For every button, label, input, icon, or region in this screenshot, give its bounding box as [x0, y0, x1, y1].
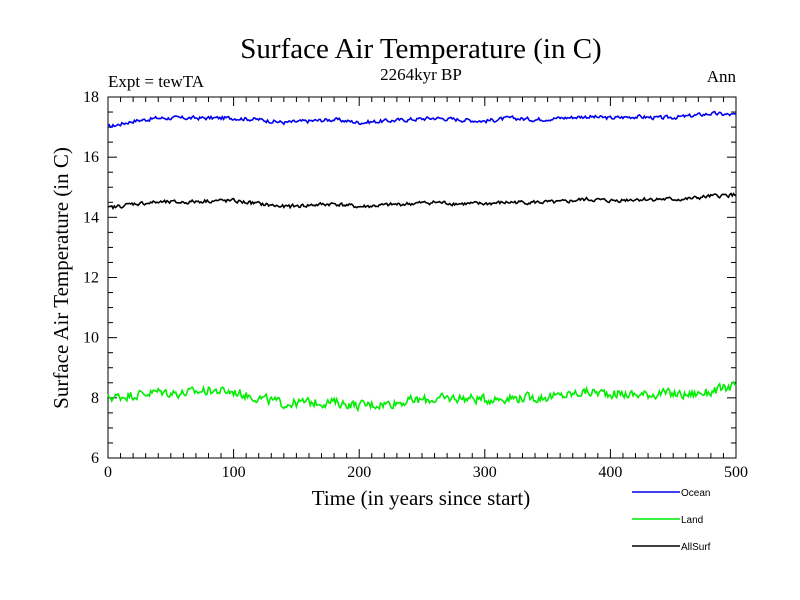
- y-tick-label: 6: [91, 450, 99, 467]
- chart-subtitle: 2264kyr BP: [380, 65, 462, 84]
- legend-label-ocean: Ocean: [681, 488, 710, 499]
- x-tick-label: 100: [222, 464, 246, 481]
- x-tick-label: 500: [724, 464, 748, 481]
- axis-tick-labels: 0 100 200 300 400 500 6 8 10 12 14 16 18: [83, 89, 748, 481]
- y-tick-label: 14: [83, 209, 99, 226]
- x-tick-label: 200: [347, 464, 371, 481]
- y-tick-label: 16: [83, 149, 99, 166]
- series-line-land: [107, 380, 737, 413]
- x-tick-label: 400: [598, 464, 622, 481]
- series-line-allsurf: [107, 192, 737, 211]
- y-tick-label: 12: [83, 270, 99, 287]
- y-axis-label: Surface Air Temperature (in C): [49, 147, 73, 409]
- experiment-label: Expt = tewTA: [108, 72, 205, 91]
- series-lines: [107, 110, 737, 413]
- series-line-ocean: [107, 110, 737, 129]
- axis-ticks: [107, 96, 737, 459]
- x-tick-label: 0: [104, 464, 112, 481]
- y-tick-label: 18: [83, 89, 99, 106]
- plot-frame: [107, 96, 737, 459]
- x-tick-label: 300: [473, 464, 497, 481]
- legend-label-land: Land: [681, 515, 703, 526]
- legend-label-allsurf: AllSurf: [681, 542, 711, 553]
- legend: Ocean Land AllSurf: [632, 488, 711, 553]
- y-tick-label: 10: [83, 330, 99, 347]
- chart-title: Surface Air Temperature (in C): [240, 33, 601, 65]
- season-label: Ann: [707, 67, 737, 86]
- x-axis-label: Time (in years since start): [312, 486, 531, 510]
- y-tick-label: 8: [91, 390, 99, 407]
